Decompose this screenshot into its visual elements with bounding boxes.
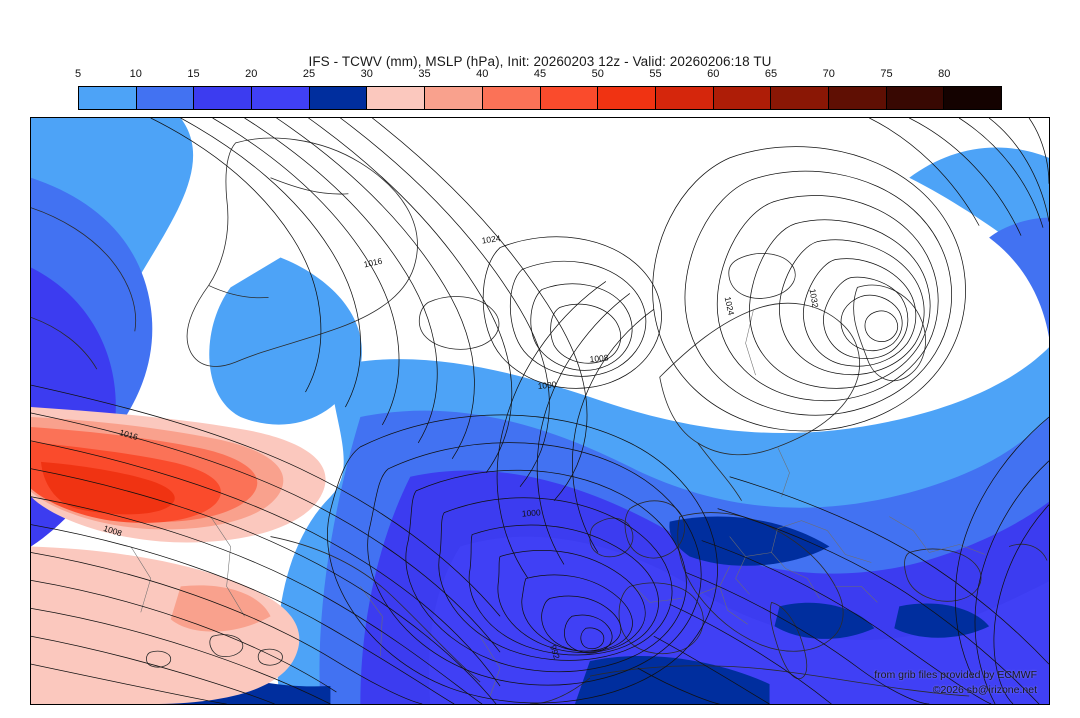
colorbar-tick-55: 55: [649, 68, 662, 80]
contour-label-layer: 1016 1024 1008 1000 1024 1032 1016 1008 …: [102, 233, 820, 661]
mslp-contour-layer: [31, 118, 1049, 704]
colorbar: 5 10 15 20 25 30 35 40 45 50 55 60 65 70 75 80: [74, 68, 1002, 110]
contour-label: 1016: [363, 256, 384, 270]
contour-label: 1008: [589, 353, 609, 365]
map-canvas: 1016 1024 1008 1000 1024 1032 1016 1008 …: [31, 118, 1049, 704]
colorbar-segment-75-80: [886, 87, 945, 109]
colorbar-tick-40: 40: [476, 68, 489, 80]
colorbar-tick-15: 15: [187, 68, 200, 80]
colorbar-tick-5: 5: [74, 68, 82, 80]
colorbar-tick-labels: 5 10 15 20 25 30 35 40 45 50 55 60 65 70 75 80: [74, 68, 1002, 83]
colorbar-segment->80: [944, 87, 1001, 109]
colorbar-segment-30-35: [367, 87, 426, 109]
coastline-layer: [31, 137, 1048, 704]
colorbar-tick-20: 20: [245, 68, 258, 80]
contour-label: 1024: [723, 296, 737, 317]
contour-label: 1024: [481, 233, 501, 246]
colorbar-swatches: [78, 86, 1002, 110]
colorbar-segment-15-20: [194, 87, 253, 109]
page-title: IFS - TCWV (mm), MSLP (hPa), Init: 20260…: [308, 54, 772, 69]
colorbar-tick-25: 25: [302, 68, 316, 80]
colorbar-segment-55-60: [655, 87, 714, 109]
contour-label: 1000: [537, 379, 557, 391]
colorbar-segment-60-65: [713, 87, 772, 109]
colorbar-segment-35-40: [425, 87, 483, 109]
colorbar-segment-40-45: [482, 87, 541, 109]
colorbar-segment-5-10: [79, 87, 137, 109]
colorbar-segment-25-30: [309, 87, 368, 109]
colorbar-segment-20-25: [252, 87, 310, 109]
colorbar-tick-45: 45: [533, 68, 547, 80]
colorbar-segment-10-15: [136, 87, 195, 109]
colorbar-tick-75: 75: [880, 68, 893, 80]
contour-label: 1032: [807, 288, 820, 309]
colorbar-tick-10: 10: [129, 68, 142, 80]
colorbar-segment-50-55: [598, 87, 656, 109]
map-panel[interactable]: 1016 1024 1008 1000 1024 1032 1016 1008 …: [30, 117, 1050, 705]
colorbar-segment-45-50: [540, 87, 599, 109]
colorbar-tick-80: 80: [938, 68, 951, 80]
tcwv-mslp-map: 1016 1024 1008 1000 1024 1032 1016 1008 …: [31, 118, 1049, 704]
colorbar-tick-35: 35: [418, 68, 431, 80]
colorbar-segment-70-75: [828, 87, 887, 109]
colorbar-tick-50: 50: [591, 68, 604, 80]
colorbar-tick-60: 60: [707, 68, 720, 80]
colorbar-segment-65-70: [771, 87, 829, 109]
colorbar-tick-70: 70: [822, 68, 835, 80]
contour-label: 1000: [521, 507, 541, 518]
colorbar-tick-30: 30: [360, 68, 373, 80]
border-layer: [130, 309, 986, 697]
colorbar-tick-65: 65: [764, 68, 778, 80]
contour-label: 992: [548, 644, 562, 661]
